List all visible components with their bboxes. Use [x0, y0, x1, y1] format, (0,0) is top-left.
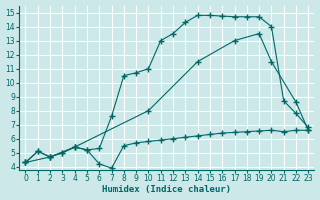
- X-axis label: Humidex (Indice chaleur): Humidex (Indice chaleur): [102, 185, 231, 194]
